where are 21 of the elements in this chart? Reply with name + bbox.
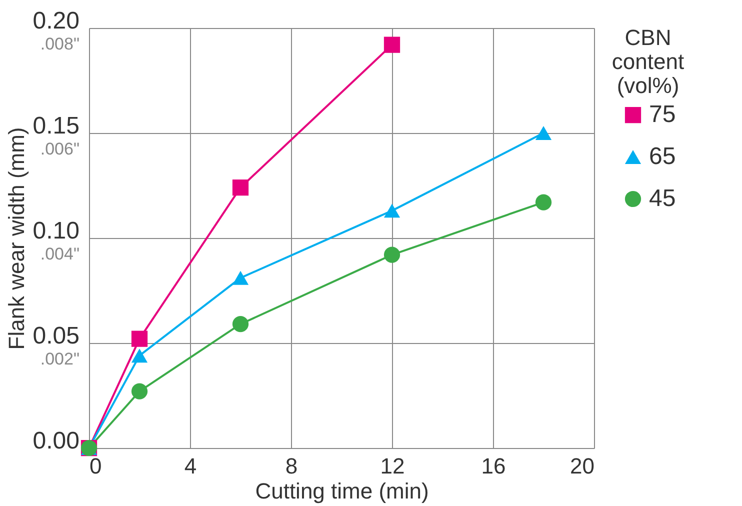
- x-tick-label: 0: [90, 454, 102, 478]
- y2-tick-label: .006": [40, 140, 80, 158]
- y-tick-label: 0.15: [32, 112, 80, 140]
- y-axis-title: Flank wear width (mm): [4, 127, 29, 350]
- x-tick-label: 16: [481, 454, 506, 478]
- x-tick-label: 4: [184, 454, 197, 478]
- y2-tick-label: .002": [40, 350, 80, 368]
- y-tick-label: 0.05: [32, 322, 80, 350]
- y2-tick-label: .008": [40, 34, 80, 54]
- y-tick-label: 0.20: [32, 8, 80, 34]
- x-tick-label: 12: [380, 454, 405, 478]
- x-tick-label: 8: [285, 454, 298, 478]
- legend-title: CBN content (vol%): [612, 25, 684, 98]
- y-tick-label: 0.10: [32, 218, 80, 244]
- legend-label: 65: [649, 143, 676, 170]
- x-axis-title: Cutting time (min): [255, 478, 429, 504]
- legend-label: 75: [649, 101, 676, 128]
- x-tick-label: 20: [570, 454, 594, 478]
- legend-label: 45: [649, 185, 676, 212]
- y-tick-label: 0.00: [32, 428, 80, 454]
- y2-tick-label: .004": [40, 244, 80, 264]
